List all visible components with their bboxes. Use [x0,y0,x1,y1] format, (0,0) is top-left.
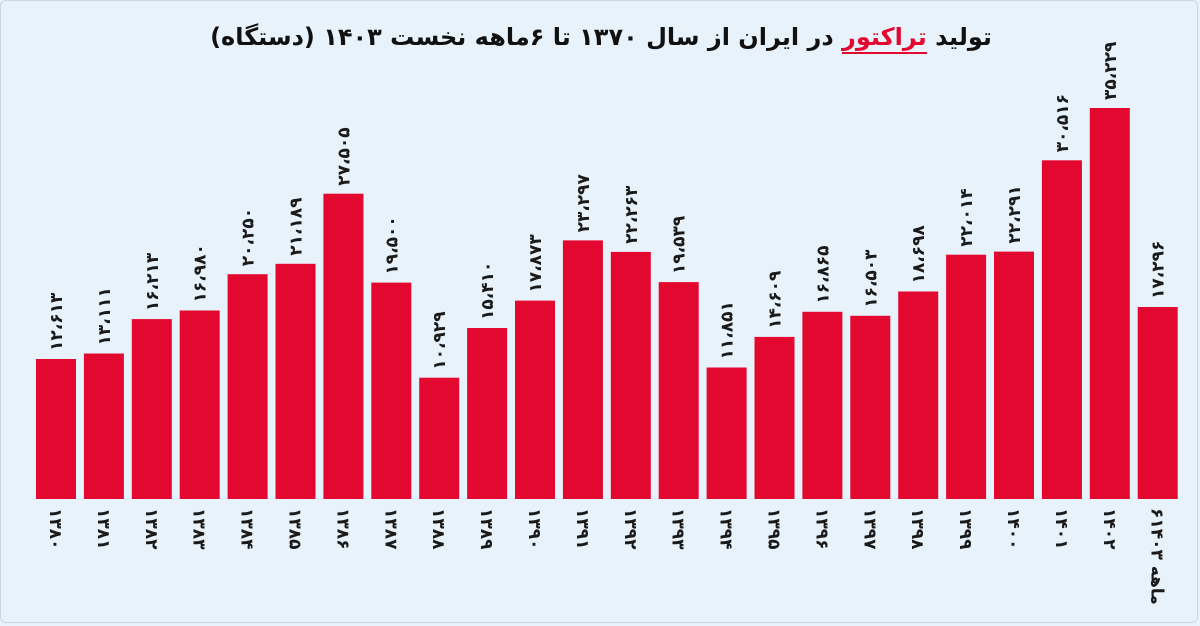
category-label: ۱۳۹۹ [955,508,975,550]
bar [179,310,220,499]
category-label: ۱۳۹۱ [572,508,592,550]
value-label: ۱۱،۸۵۱ [718,301,738,359]
bar [898,291,939,499]
title-suffix: در ایران از سال ۱۳۷۰ تا ۶ماهه نخست ۱۴۰۳ … [210,23,843,51]
value-label: ۲۰،۲۵۰ [239,208,259,266]
value-label: ۱۷،۸۷۳ [526,234,546,293]
bar [227,274,268,499]
value-label: ۱۹،۵۰۰ [382,216,402,274]
value-label: ۱۲،۶۱۳ [47,292,67,351]
value-label: ۱۶،۵۰۳ [861,249,881,308]
value-label: ۳۵،۲۲۹ [1101,41,1121,100]
value-label: ۲۲،۲۶۳ [622,185,642,244]
bar [658,282,699,499]
value-label: ۱۷،۲۹۶ [1149,241,1169,299]
category-label: ۱۳۹۲ [620,508,640,550]
bar [323,193,364,499]
value-label: ۱۹،۵۳۹ [670,215,690,274]
category-label: ۱۳۸۵ [285,508,305,550]
bar [994,251,1034,499]
value-label: ۱۰،۹۲۹ [430,311,450,370]
value-label: ۱۶،۲۱۳ [143,252,163,311]
bar [850,315,891,499]
category-label: ۱۳۹۷ [859,508,879,550]
category-label: ۱۴۰۱ [1051,508,1071,550]
value-label: ۲۱،۱۸۹ [287,197,307,256]
bar [562,240,603,499]
value-label: ۱۸،۶۹۸ [909,225,929,284]
value-label: ۲۳،۲۹۷ [574,173,594,232]
bar [946,254,987,499]
category-label: ۱۳۸۸ [428,508,448,550]
value-label: ۲۷،۵۰۵ [334,127,354,185]
bar [706,367,747,499]
bar [1089,108,1130,499]
bar [36,359,76,499]
category-label: ۱۴۰۰ [1003,508,1023,550]
value-label: ۱۴،۶۰۹ [766,270,786,329]
title-prefix: تولید [926,23,992,51]
bar [131,319,172,499]
title-highlight: تراکتور [842,23,927,54]
category-label: ۱۳۸۰ [45,508,65,550]
category-label: ۱۳۸۹ [476,508,496,550]
bar [515,300,555,499]
value-label: ۱۵،۴۱۰ [478,262,498,320]
chart-title: تولید تراکتور در ایران از سال ۱۳۷۰ تا ۶م… [1,23,1200,54]
bar [419,377,460,499]
category-label: ۱۳۹۶ [811,508,831,550]
bar [1137,307,1178,499]
value-label: ۱۶،۸۶۵ [813,245,833,303]
bar [275,263,316,499]
value-label: ۳۰،۵۱۶ [1053,94,1073,152]
bar [610,251,651,499]
value-label: ۱۶،۹۸۰ [191,244,211,302]
value-label: ۲۲،۲۹۱ [1005,185,1025,243]
category-label: ۶ماهه ۱۴۰۳ [1147,508,1167,605]
category-label: ۱۳۸۱ [93,508,113,550]
category-label: ۱۳۸۲ [141,508,161,550]
value-label: ۲۲،۰۱۴ [957,188,977,246]
bar [754,336,795,499]
category-label: ۱۳۹۰ [524,508,544,550]
category-label: ۱۴۰۲ [1099,508,1119,550]
category-label: ۱۳۹۵ [764,508,784,550]
category-label: ۱۳۸۷ [380,508,400,550]
value-label: ۱۳،۱۱۱ [95,287,115,345]
category-label: ۱۳۸۳ [189,508,209,550]
category-label: ۱۳۸۴ [237,508,257,550]
category-label: ۱۳۹۳ [668,508,688,550]
category-label: ۱۳۸۶ [332,508,352,550]
bar [467,328,508,499]
category-label: ۱۳۹۴ [716,508,736,550]
bar [371,282,412,499]
bar [802,311,843,499]
bar [1041,160,1082,500]
category-label: ۱۳۹۸ [907,508,927,550]
bar [83,353,124,499]
